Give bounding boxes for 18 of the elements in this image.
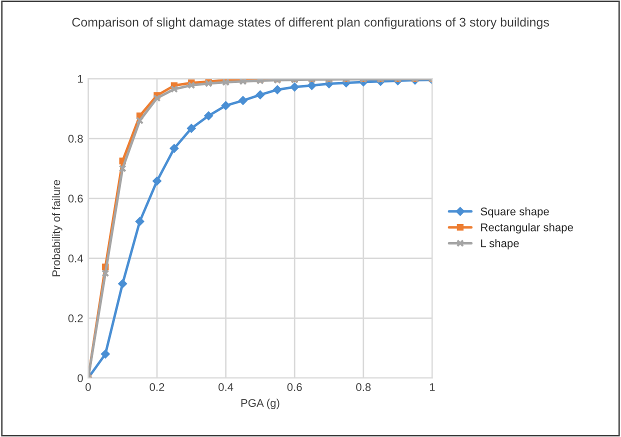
x-tick-label: 0.4 <box>218 383 234 392</box>
x-tick-label: 0.6 <box>287 383 302 392</box>
x-tick-label: 0.8 <box>356 383 371 392</box>
x-tick-label: 0 <box>86 383 91 392</box>
legend-label: Square shape <box>480 207 549 218</box>
legend-label: Rectangular shape <box>481 223 573 234</box>
chart-title: Comparison of slight damage states of different plan configurations of 3 story buildings <box>72 17 549 30</box>
y-tick-label: 0.8 <box>68 134 83 143</box>
y-tick-label: 1 <box>78 75 83 83</box>
y-tick-label: 0.4 <box>68 254 83 262</box>
y-tick-label: 0 <box>78 374 83 382</box>
x-tick-label: 0.2 <box>150 383 164 392</box>
x-tick-label: 1 <box>430 383 435 391</box>
y-axis-title: Probability of failure <box>52 180 62 276</box>
x-axis-title: PGA (g) <box>241 398 280 410</box>
y-tick-label: 0.6 <box>68 194 83 203</box>
y-tick-label: 0.2 <box>68 314 83 322</box>
legend-label: L shape <box>481 239 519 250</box>
